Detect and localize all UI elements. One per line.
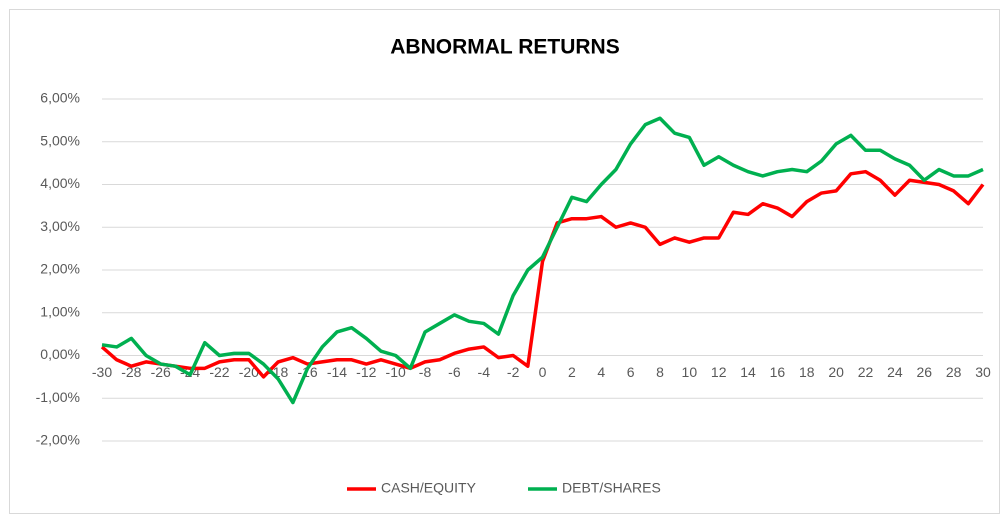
x-tick-label: -12 (356, 364, 376, 380)
x-tick-label: -22 (209, 364, 229, 380)
x-tick-label: 24 (887, 364, 903, 380)
x-tick-label: 2 (568, 364, 576, 380)
x-tick-label: 30 (975, 364, 991, 380)
x-tick-label: -28 (121, 364, 141, 380)
x-tick-label: 4 (597, 364, 605, 380)
y-tick-label: 2,00% (40, 261, 80, 277)
x-tick-label: 16 (770, 364, 786, 380)
legend-label: CASH/EQUITY (381, 480, 477, 496)
x-tick-label: 10 (682, 364, 698, 380)
y-tick-label: 6,00% (40, 90, 80, 106)
y-tick-label: -2,00% (36, 432, 80, 448)
x-tick-label: 20 (828, 364, 844, 380)
chart-border (9, 9, 1000, 514)
x-tick-label: 28 (946, 364, 962, 380)
x-tick-label: 22 (858, 364, 874, 380)
x-tick-label: -8 (419, 364, 432, 380)
x-tick-label: -2 (507, 364, 520, 380)
y-tick-label: 5,00% (40, 132, 80, 148)
x-tick-label: -30 (92, 364, 112, 380)
x-tick-label: 0 (539, 364, 547, 380)
x-tick-label: 8 (656, 364, 664, 380)
y-tick-label: 3,00% (40, 218, 80, 234)
y-tick-label: 4,00% (40, 175, 80, 191)
x-tick-label: 14 (740, 364, 756, 380)
x-tick-label: 18 (799, 364, 815, 380)
x-tick-label: -4 (478, 364, 491, 380)
x-tick-label: -10 (386, 364, 406, 380)
x-tick-label: 12 (711, 364, 727, 380)
y-tick-label: 0,00% (40, 346, 80, 362)
y-tick-label: -1,00% (36, 389, 80, 405)
series-line (100, 169, 985, 379)
x-tick-label: -26 (151, 364, 171, 380)
y-tick-label: 1,00% (40, 303, 80, 319)
x-tick-label: 26 (916, 364, 932, 380)
x-tick-label: -14 (327, 364, 347, 380)
legend-label: DEBT/SHARES (562, 480, 661, 496)
x-tick-label: 6 (627, 364, 635, 380)
chart-title: ABNORMAL RETURNS (390, 36, 619, 59)
series-line (101, 116, 984, 405)
x-tick-label: -6 (448, 364, 461, 380)
